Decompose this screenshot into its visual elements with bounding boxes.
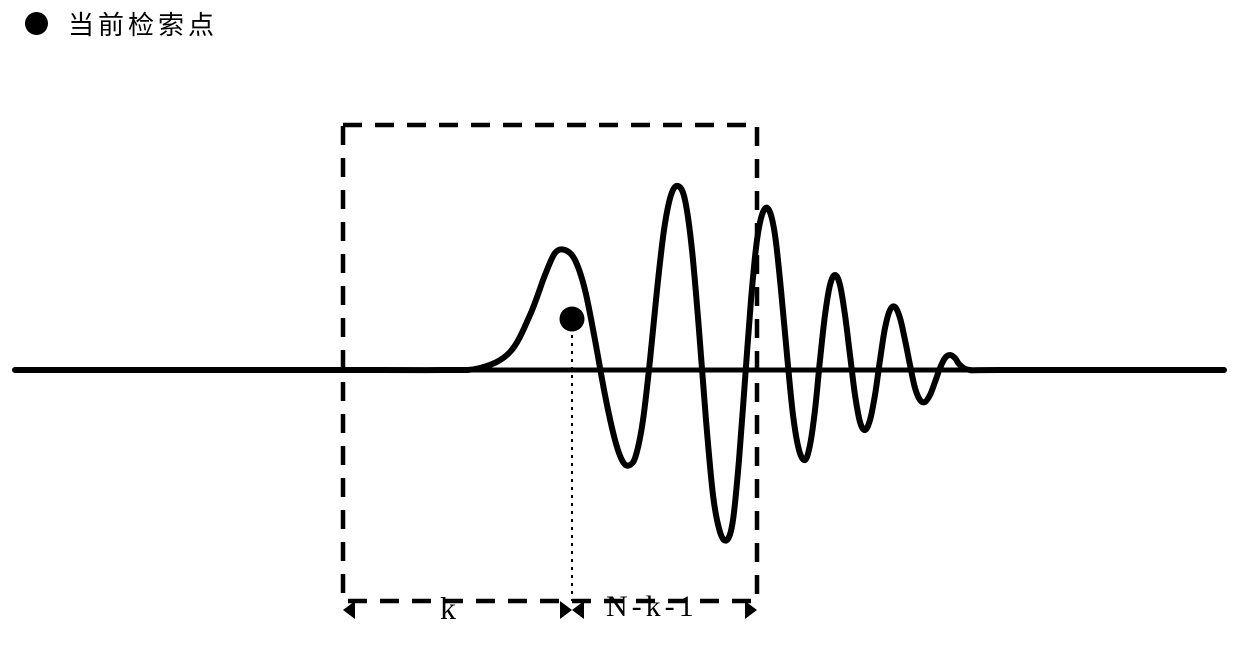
signal-waveform (15, 186, 1224, 541)
dim-arrow-left-out (343, 601, 355, 619)
figure-canvas: 当前检索点 k N-k-1 (0, 0, 1239, 667)
window-box (343, 125, 757, 601)
dim-arrow-right-in (572, 601, 584, 619)
dim-arrow-left-in (560, 601, 572, 619)
legend: 当前检索点 (25, 5, 218, 42)
geometry-layer (0, 0, 1239, 667)
dim-arrow-right-out (745, 601, 757, 619)
search-point-dot (560, 307, 585, 332)
dim-label-nk1: N-k-1 (606, 590, 698, 624)
legend-dot-icon (25, 12, 48, 35)
legend-label: 当前检索点 (68, 5, 218, 42)
dim-label-k: k (440, 590, 460, 627)
